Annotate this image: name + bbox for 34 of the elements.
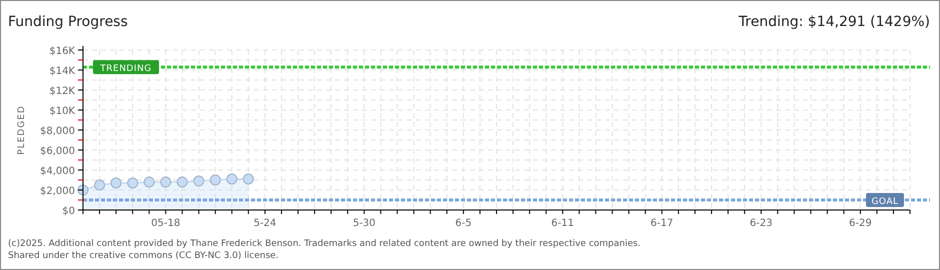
point	[160, 176, 172, 188]
x-tick-label: 6-5	[455, 218, 472, 229]
x-tick-label: 6-11	[551, 218, 574, 229]
y-axis-title: PLEDGED	[17, 105, 27, 155]
point	[176, 176, 188, 188]
point	[226, 174, 238, 184]
y-tick-label: $2,000	[40, 186, 75, 197]
y-tick-label: $10K	[49, 106, 76, 117]
x-tick-label: 6-17	[650, 218, 674, 229]
point	[193, 176, 204, 186]
text: Shared under the creative commons (CC BY-NC 3.0) license.	[8, 251, 279, 261]
point	[127, 178, 138, 188]
chart-title: Funding Progress	[8, 14, 128, 30]
x-tick-label: 5-24	[254, 218, 276, 229]
chart-subtitle: Trending: $14,291 (1429%)	[738, 14, 930, 30]
point	[94, 180, 106, 190]
y-tick-label: $4,000	[40, 166, 75, 177]
x-tick-label: 05-18	[151, 218, 180, 229]
y-tick-label: $0	[62, 206, 75, 217]
y-tick-label: $12K	[49, 86, 76, 97]
y-tick-label: $16K	[49, 46, 76, 57]
x-tick-label: 6-23	[750, 218, 772, 229]
point	[242, 174, 254, 184]
ref-line-label: GOAL	[871, 197, 899, 207]
y-tick-label: $8,000	[40, 126, 75, 137]
text: (c)2025. Additional content provided by Thane Frederick Benson. Trademarks and related content are owned by their respective companies.	[8, 239, 641, 249]
x-tick-label: 5-30	[352, 218, 376, 229]
ref-line-label: TRENDING	[99, 64, 152, 74]
x-tick-label: 6-29	[849, 218, 872, 229]
y-tick-label: $14K	[49, 66, 76, 77]
point	[144, 176, 155, 188]
point	[110, 178, 122, 188]
y-tick-label: $6,000	[40, 146, 75, 157]
point	[210, 174, 221, 186]
